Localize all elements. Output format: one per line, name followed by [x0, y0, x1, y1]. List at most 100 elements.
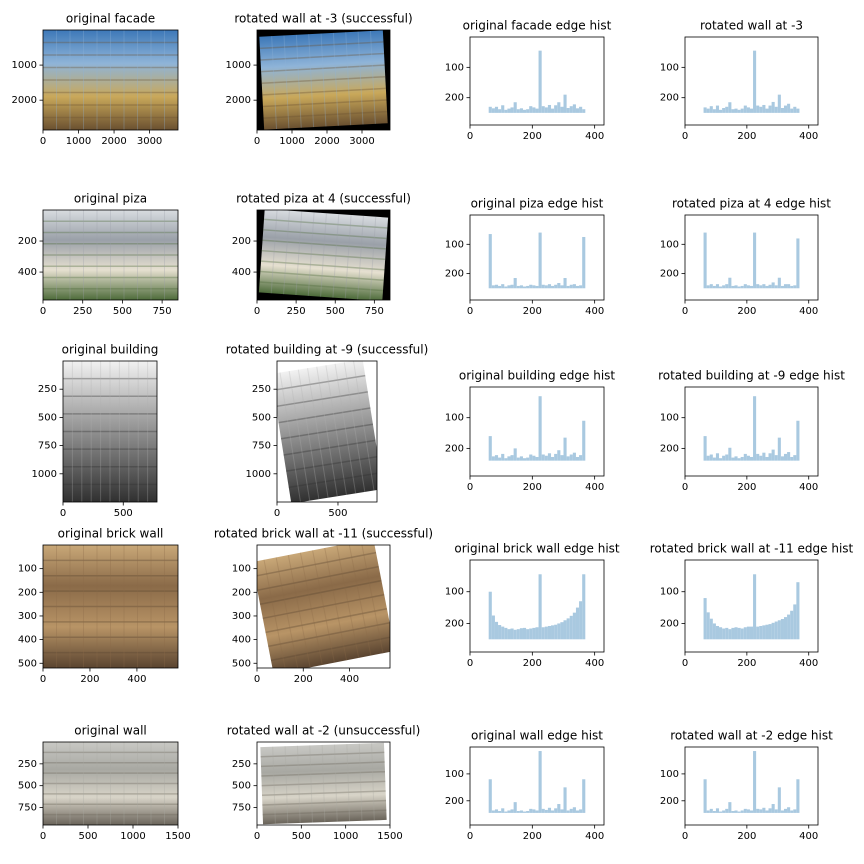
bar — [734, 810, 738, 813]
bar — [728, 277, 732, 289]
bar — [787, 614, 791, 640]
photo-detail — [263, 218, 388, 229]
y-tick-label: 750 — [252, 441, 271, 452]
x-tick-label: 0 — [682, 658, 688, 669]
bar — [498, 457, 502, 461]
photo-detail — [277, 391, 368, 408]
bar — [529, 106, 533, 113]
image-area — [257, 30, 390, 130]
bar — [762, 625, 766, 640]
axes-frame — [256, 209, 391, 301]
photo-detail — [360, 545, 384, 654]
x-tick-label: 0 — [274, 508, 280, 519]
bar — [535, 627, 539, 640]
bar — [762, 284, 766, 289]
bar — [491, 810, 495, 813]
x-tick-label: 0 — [467, 482, 473, 493]
bar — [756, 105, 760, 113]
bar — [725, 627, 729, 640]
bar — [709, 618, 713, 640]
bar — [541, 454, 545, 461]
subplot: rotated building at -9 edge hist 0 200 400 1… — [658, 369, 845, 494]
bar — [743, 453, 747, 461]
bar — [501, 626, 505, 640]
x-tick-label: 400 — [585, 658, 604, 669]
subplot: rotated wall at -3 0 200 400 100 200 — [660, 19, 819, 142]
bar — [557, 804, 561, 813]
subplot-title: rotated wall at -3 — [700, 19, 803, 33]
x-tick-label: 200 — [523, 306, 542, 317]
bar — [575, 607, 580, 640]
x-tick-label: 0 — [682, 831, 688, 842]
bar — [759, 809, 763, 813]
x-tick-label: 500 — [292, 831, 311, 842]
y-tick-label: 200 — [232, 587, 251, 598]
bar — [796, 238, 800, 289]
photo-detail — [307, 368, 329, 498]
bar — [579, 601, 583, 640]
photo-detail — [277, 374, 366, 391]
image-area — [43, 210, 178, 300]
photo — [43, 742, 178, 825]
photo-detail — [287, 554, 311, 668]
image — [63, 361, 157, 502]
photo — [43, 210, 178, 300]
bar — [532, 107, 536, 113]
bar — [780, 285, 784, 289]
bar — [783, 453, 788, 461]
bar — [703, 232, 707, 289]
y-tick-label: 500 — [232, 781, 251, 792]
bar — [535, 108, 539, 113]
y-tick-label: 2000 — [12, 95, 37, 106]
bar — [563, 787, 567, 813]
bar — [519, 108, 523, 113]
bar — [712, 109, 716, 113]
image — [43, 30, 178, 130]
bar — [768, 624, 772, 640]
bar — [498, 625, 502, 640]
bar — [541, 284, 545, 289]
axes-frame — [684, 214, 819, 301]
photo-detail — [263, 559, 287, 668]
bar — [560, 106, 564, 113]
bar — [569, 615, 573, 640]
bar — [541, 808, 545, 813]
bar — [504, 627, 508, 640]
photo-detail — [257, 551, 377, 577]
x-tick-label: 500 — [328, 508, 347, 519]
y-tick-label: 200 — [445, 269, 464, 280]
bar — [575, 456, 580, 461]
x-tick-label: 200 — [523, 131, 542, 142]
bar — [569, 454, 573, 461]
bar — [541, 106, 545, 113]
bar — [777, 94, 781, 113]
x-tick-label: 0 — [254, 136, 260, 147]
bar — [771, 804, 775, 813]
photo-detail — [348, 545, 372, 656]
bar — [725, 106, 729, 113]
bar — [519, 628, 523, 640]
subplot-title: original building — [62, 343, 159, 357]
bar — [793, 604, 797, 640]
bar — [734, 456, 738, 461]
photo-detail — [278, 407, 371, 424]
y-tick-label: 100 — [445, 769, 464, 780]
bar — [538, 574, 542, 640]
y-tick-label: 200 — [445, 93, 464, 104]
bar — [756, 808, 760, 813]
bar — [491, 108, 495, 113]
bar — [504, 286, 508, 289]
photo-detail — [283, 35, 290, 129]
bar — [491, 456, 495, 461]
bar — [501, 105, 505, 113]
bar — [532, 285, 536, 289]
photo-detail — [259, 281, 384, 292]
photo-detail — [261, 260, 385, 271]
bar — [746, 107, 750, 113]
bar — [544, 809, 548, 813]
bar — [734, 285, 738, 289]
bar — [749, 810, 754, 813]
bar — [563, 278, 567, 289]
bar — [796, 582, 800, 640]
bar — [728, 802, 732, 813]
